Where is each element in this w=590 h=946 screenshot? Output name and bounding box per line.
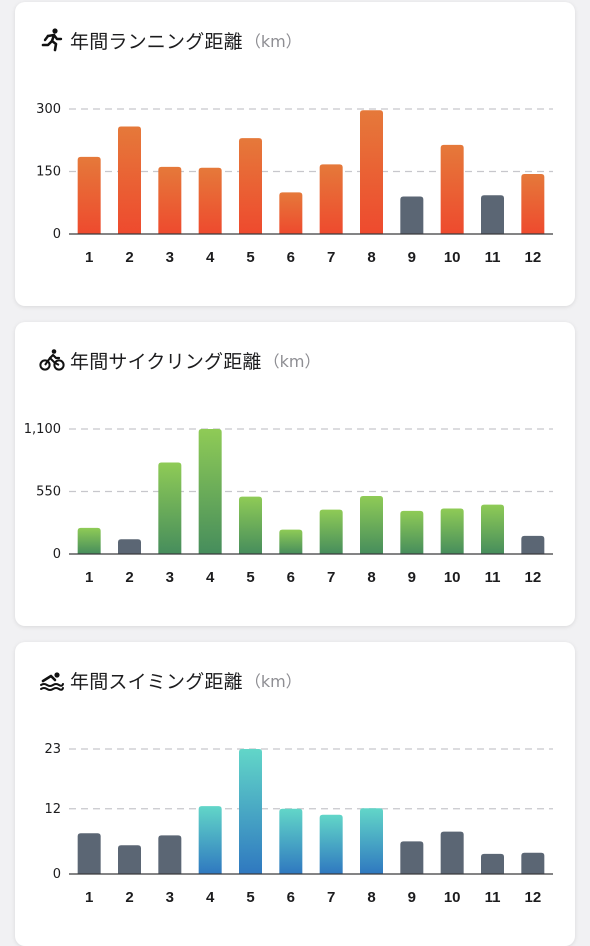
x-tick-label: 9 xyxy=(408,889,416,906)
bar-month-5[interactable] xyxy=(239,749,262,874)
bar-month-3[interactable] xyxy=(158,166,182,234)
x-tick-label: 8 xyxy=(367,889,375,906)
card-header: 年間ランニング距離 （km） xyxy=(39,26,302,54)
bar-month-5[interactable] xyxy=(239,138,262,234)
y-tick-label: 23 xyxy=(44,742,61,757)
x-tick-label: 11 xyxy=(485,889,501,906)
x-tick-label: 5 xyxy=(246,889,254,906)
bar-month-2[interactable] xyxy=(118,126,141,235)
y-tick-label: 300 xyxy=(36,102,61,117)
bar-month-6[interactable] xyxy=(279,529,303,554)
y-tick-label: 0 xyxy=(53,547,61,562)
card-unit: （km） xyxy=(263,352,321,371)
bar-month-10[interactable] xyxy=(440,831,464,874)
bar-month-1[interactable] xyxy=(77,527,101,554)
x-tick-label: 7 xyxy=(327,569,335,586)
card-title: 年間ランニング距離 xyxy=(70,30,243,53)
cycling-distance-card: 年間サイクリング距離 （km） 0 550 1,100 1 2 3 4 5 6 7 8 9 10 11 12 xyxy=(15,322,575,626)
bar-month-9[interactable] xyxy=(400,510,424,554)
bar-month-9[interactable] xyxy=(400,196,424,235)
card-title: 年間サイクリング距離 xyxy=(70,350,262,373)
running-distance-card: 年間ランニング距離 （km） 0 150 300 1 2 3 4 5 6 7 8 9 10 11 12 xyxy=(15,2,575,306)
x-tick-label: 1 xyxy=(85,249,93,266)
x-tick-label: 10 xyxy=(444,889,461,906)
card-header: 年間サイクリング距離 （km） xyxy=(39,346,320,374)
x-tick-label: 3 xyxy=(166,569,174,586)
bar-month-8[interactable] xyxy=(360,808,383,874)
x-tick-label: 9 xyxy=(408,249,416,266)
x-tick-label: 2 xyxy=(125,569,133,586)
card-title: 年間スイミング距離 xyxy=(70,670,243,693)
x-tick-label: 7 xyxy=(327,249,335,266)
bar-month-6[interactable] xyxy=(279,808,303,874)
bar-month-7[interactable] xyxy=(319,814,343,874)
bar-month-7[interactable] xyxy=(319,509,343,554)
cycling-icon xyxy=(39,347,65,373)
bar-month-4[interactable] xyxy=(198,806,222,874)
x-tick-label: 6 xyxy=(287,249,295,266)
bar-month-1[interactable] xyxy=(77,156,101,234)
bar-month-8[interactable] xyxy=(360,496,383,554)
swimming-distance-card: 年間スイミング距離 （km） 0 12 23 1 2 3 4 5 6 7 8 9 10 11 12 xyxy=(15,642,575,946)
bar-month-2[interactable] xyxy=(118,539,141,554)
x-tick-label: 6 xyxy=(287,569,295,586)
y-tick-label: 12 xyxy=(44,802,61,817)
y-tick-label: 0 xyxy=(53,227,61,242)
bar-month-3[interactable] xyxy=(158,835,182,874)
x-tick-label: 5 xyxy=(246,249,254,266)
card-header: 年間スイミング距離 （km） xyxy=(39,666,302,694)
bar-month-8[interactable] xyxy=(360,110,383,234)
x-tick-label: 12 xyxy=(524,249,541,266)
card-unit: （km） xyxy=(244,672,302,691)
x-tick-label: 4 xyxy=(206,569,215,586)
bar-month-11[interactable] xyxy=(481,195,504,234)
x-tick-label: 12 xyxy=(524,569,541,586)
card-unit: （km） xyxy=(244,32,302,51)
x-tick-label: 1 xyxy=(85,889,93,906)
x-tick-label: 4 xyxy=(206,889,215,906)
bar-month-9[interactable] xyxy=(400,841,424,874)
x-tick-label: 1 xyxy=(85,569,93,586)
x-tick-label: 2 xyxy=(125,889,133,906)
bar-month-2[interactable] xyxy=(118,845,141,874)
bar-month-11[interactable] xyxy=(481,853,504,874)
running-icon xyxy=(39,27,65,53)
bar-month-10[interactable] xyxy=(440,144,464,234)
x-tick-label: 10 xyxy=(444,249,461,266)
x-tick-label: 8 xyxy=(367,249,375,266)
x-tick-label: 3 xyxy=(166,889,174,906)
y-tick-label: 150 xyxy=(36,165,61,180)
y-tick-label: 550 xyxy=(36,485,61,500)
bar-month-12[interactable] xyxy=(521,174,545,234)
x-tick-label: 8 xyxy=(367,569,375,586)
bar-month-10[interactable] xyxy=(440,508,464,554)
x-tick-label: 9 xyxy=(408,569,416,586)
x-tick-label: 2 xyxy=(125,249,133,266)
swimming-icon xyxy=(39,667,65,693)
bar-month-6[interactable] xyxy=(279,192,303,234)
bar-month-4[interactable] xyxy=(198,167,222,234)
x-tick-label: 3 xyxy=(166,249,174,266)
x-tick-label: 7 xyxy=(327,889,335,906)
bar-month-1[interactable] xyxy=(77,833,101,874)
bar-month-7[interactable] xyxy=(319,164,343,234)
x-tick-label: 11 xyxy=(485,569,501,586)
bar-month-12[interactable] xyxy=(521,852,545,874)
x-tick-label: 5 xyxy=(246,569,254,586)
bar-month-4[interactable] xyxy=(198,429,222,554)
x-tick-label: 10 xyxy=(444,569,461,586)
bar-month-11[interactable] xyxy=(481,504,504,554)
bar-month-5[interactable] xyxy=(239,496,262,554)
y-tick-label: 0 xyxy=(53,867,61,882)
bar-month-3[interactable] xyxy=(158,462,182,554)
x-tick-label: 12 xyxy=(524,889,541,906)
y-tick-label: 1,100 xyxy=(24,422,61,437)
bar-month-12[interactable] xyxy=(521,535,545,554)
x-tick-label: 11 xyxy=(485,249,501,266)
x-tick-label: 6 xyxy=(287,889,295,906)
x-tick-label: 4 xyxy=(206,249,215,266)
